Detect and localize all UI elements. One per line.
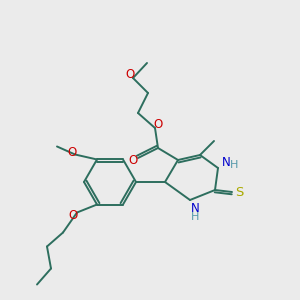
Text: O: O (125, 68, 135, 82)
Text: N: N (190, 202, 200, 214)
Text: O: O (128, 154, 138, 166)
Text: H: H (191, 212, 199, 222)
Text: O: O (68, 146, 76, 159)
Text: N: N (222, 155, 230, 169)
Text: S: S (235, 185, 243, 199)
Text: O: O (68, 209, 78, 222)
Text: O: O (153, 118, 163, 131)
Text: H: H (230, 160, 238, 170)
